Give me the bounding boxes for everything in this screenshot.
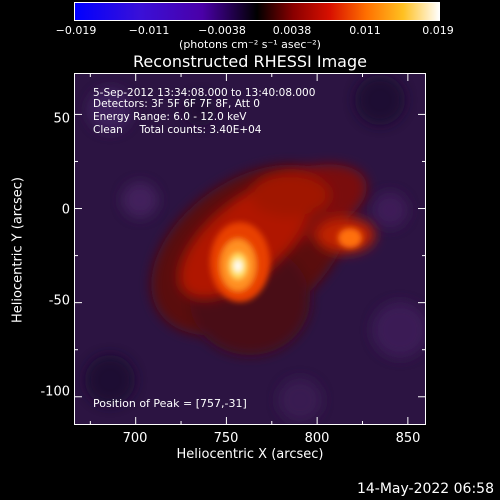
- plot-frame: [74, 73, 426, 425]
- annotation-detectors: Detectors: 3F 5F 6F 7F 8F, Att 0: [93, 98, 260, 110]
- x-tick-label: 700: [122, 431, 148, 446]
- annotation-time-range: 5-Sep-2012 13:34:08.000 to 13:40:08.000: [93, 87, 316, 99]
- x-axis-label: Heliocentric X (arcsec): [176, 447, 324, 462]
- colorbar-tick: −0.011: [128, 24, 170, 37]
- colorbar-tick: 0.011: [349, 24, 381, 37]
- colorbar-tick: 0.019: [422, 24, 454, 37]
- y-tick-label: 0: [61, 202, 70, 218]
- x-tick-label: 750: [213, 431, 239, 446]
- x-tick-label: 850: [395, 431, 421, 446]
- peak-position-label: Position of Peak = [757,-31]: [93, 397, 247, 410]
- colorbar-tick: −0.019: [55, 24, 97, 37]
- annotation-energy-range: Energy Range: 6.0 - 12.0 keV: [93, 111, 247, 123]
- colorbar-tick: 0.0038: [272, 24, 312, 37]
- x-tick-label: 800: [304, 431, 330, 446]
- colorbar-units: (photons cm⁻² s⁻¹ asec⁻²): [179, 38, 321, 51]
- chart-title: Reconstructed RHESSI Image: [133, 52, 367, 71]
- colorbar-gradient: [74, 2, 440, 21]
- y-tick-label: -50: [48, 293, 70, 309]
- colorbar-tick: −0.0038: [198, 24, 246, 37]
- y-tick-label: 50: [53, 111, 70, 127]
- footer-timestamp: 14-May-2022 06:58: [356, 481, 494, 497]
- annotation-clean-counts: Clean Total counts: 3.40E+04: [93, 124, 262, 136]
- y-axis-label: Heliocentric Y (arcsec): [10, 177, 26, 323]
- y-tick-label: -100: [40, 384, 70, 400]
